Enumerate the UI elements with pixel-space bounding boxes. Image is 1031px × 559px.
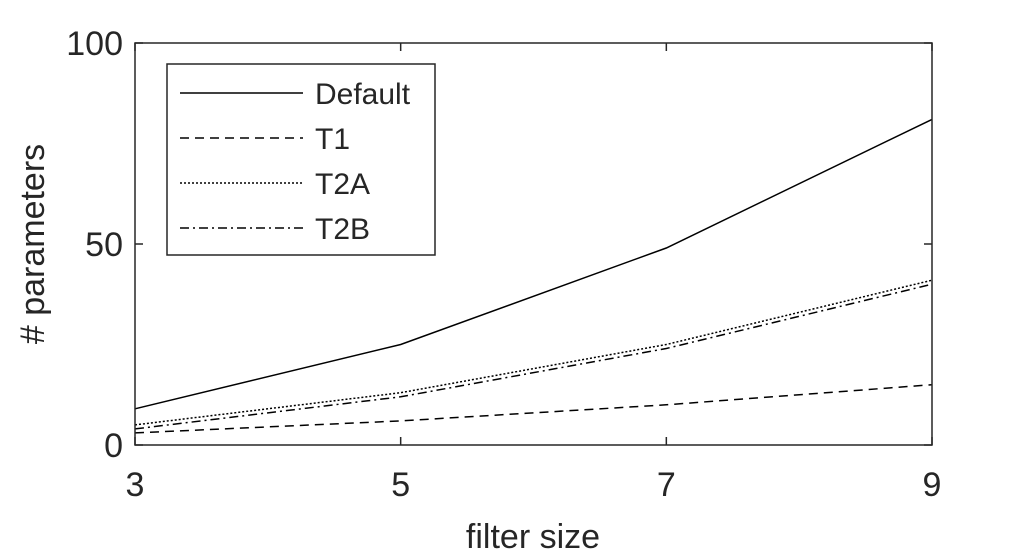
legend-label-t2a: T2A [315, 168, 370, 201]
plot-frame [134, 42, 933, 446]
series-line-t1 [134, 383, 933, 434]
x-axis-label: filter size [466, 518, 600, 556]
plot-lines [134, 118, 933, 434]
y-axis-label: # parameters [14, 144, 52, 344]
series-line-t2b [134, 283, 933, 430]
x-tick-label: 7 [657, 466, 676, 504]
legend: Default T1 T2A T2B [166, 63, 436, 256]
y-tick-label: 100 [66, 25, 123, 63]
x-tick-label: 9 [923, 466, 942, 504]
legend-box [166, 63, 436, 256]
x-tick-label: 5 [391, 466, 410, 504]
legend-label-t1: T1 [315, 123, 350, 156]
x-tick-label: 3 [126, 466, 145, 504]
y-tick-label: 0 [104, 427, 123, 465]
series-line-t2a [134, 279, 933, 426]
series-line-default [134, 118, 933, 410]
y-tick-label: 50 [85, 226, 123, 264]
legend-label-t2b: T2B [315, 213, 370, 246]
tick-labels: 3 5 7 9 0 50 100 [66, 25, 941, 504]
legend-label-default: Default [315, 78, 411, 111]
